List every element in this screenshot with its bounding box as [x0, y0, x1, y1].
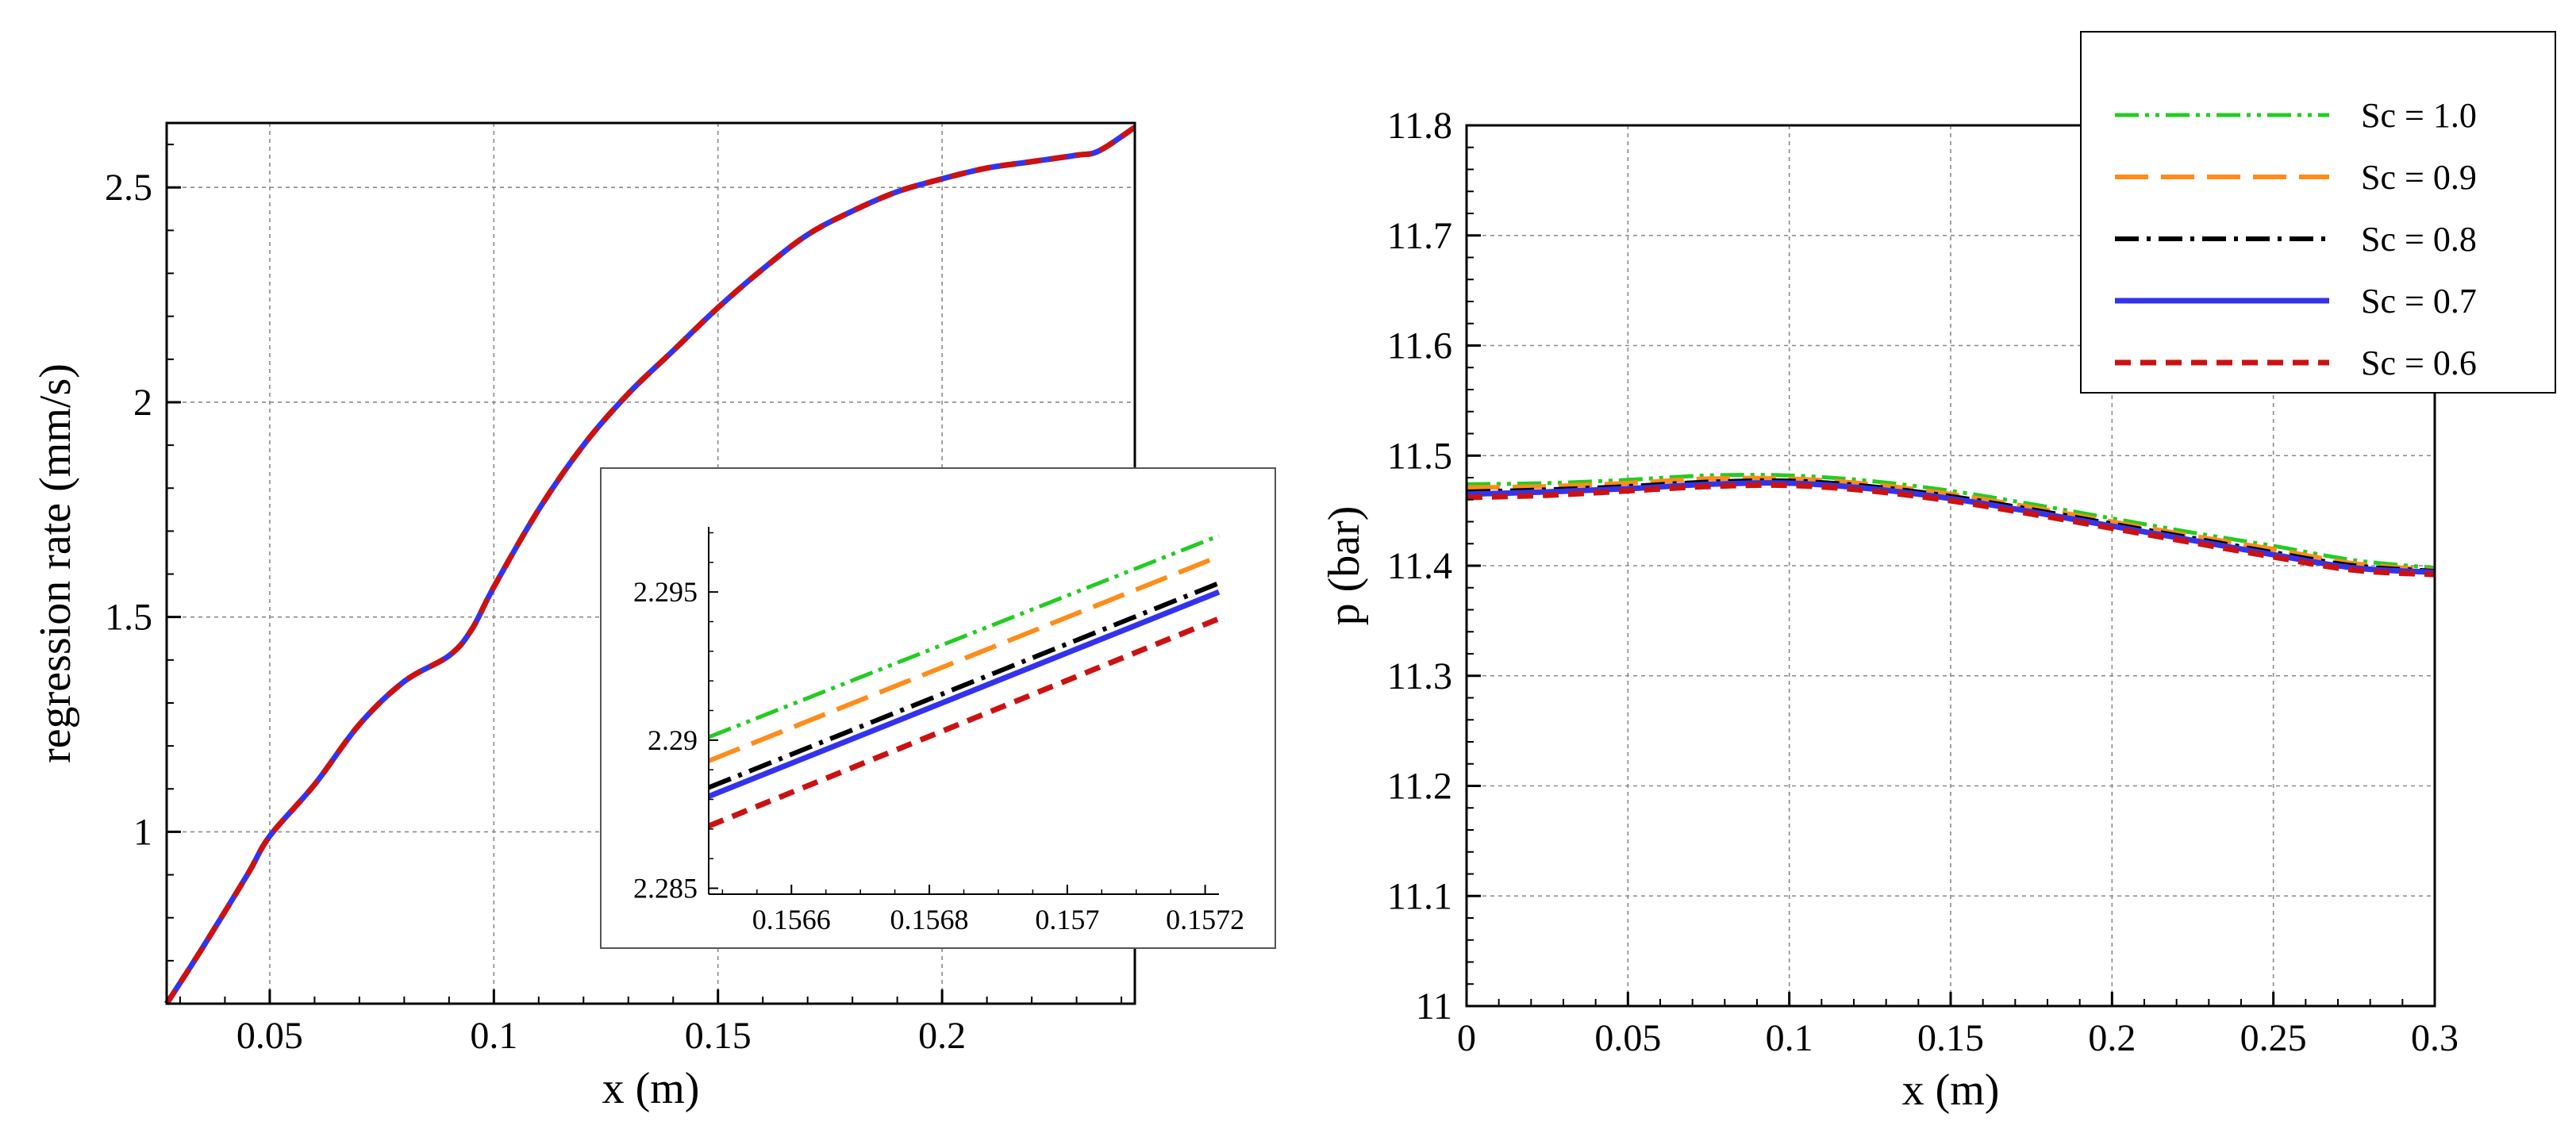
- left-y-tick-label: 2.5: [105, 167, 152, 209]
- right-y-tick-label: 11.6: [1387, 325, 1452, 367]
- right-x-axis-label: x (m): [1902, 1066, 2000, 1115]
- right-y-axis-label: p (bar): [1320, 506, 1369, 626]
- legend-entries: Sc = 1.0 Sc = 0.9 Sc = 0.8 Sc = 0.7 Sc = 0.6: [2115, 96, 2477, 382]
- legend-label-4: Sc = 0.7: [2361, 282, 2477, 321]
- left-y-tick-label: 1.5: [105, 597, 152, 639]
- right-y-tick-label: 11.8: [1387, 105, 1452, 147]
- right-x-tick-label: 0.3: [2411, 1017, 2459, 1059]
- legend-label-5: Sc = 0.6: [2361, 344, 2477, 382]
- right-x-tick-label: 0.1: [1766, 1017, 1813, 1059]
- inset-y-tick-label: 2.285: [633, 873, 698, 904]
- inset-x-tick-label: 0.1568: [890, 904, 969, 935]
- legend-label-3: Sc = 0.8: [2361, 220, 2477, 259]
- right-y-tick-label: 11.1: [1387, 875, 1452, 917]
- inset-y-tick-label: 2.295: [633, 576, 698, 608]
- right-y-tick-label: 11.4: [1387, 545, 1452, 587]
- inset-series-line-4: [707, 589, 1221, 800]
- left-x-tick-label: 0.1: [470, 1015, 517, 1057]
- pressure-chart: 0 0.05 0.1 0.15 0.2 0.25 0.3 11 11.1 11.2 11.3 11.4…: [1320, 31, 2556, 1115]
- left-series-line-4: [164, 125, 1136, 1005]
- right-y-tick-label: 11.3: [1387, 655, 1452, 697]
- inset-series: [707, 533, 1221, 829]
- inset-series-line-3: [707, 581, 1221, 790]
- right-ticks: 0 0.05 0.1 0.15 0.2 0.25 0.3 11 11.1 11.2 11.3 11.4…: [1387, 105, 2459, 1059]
- right-y-tick-label: 11.5: [1387, 435, 1452, 477]
- left-y-tick-label: 1: [133, 811, 152, 853]
- right-x-tick-label: 0.05: [1594, 1017, 1661, 1059]
- inset-panel: 0.1566 0.1568 0.157 0.1572 2.285 2.29 2.295: [600, 467, 1276, 949]
- inset-y-tick-label: 2.29: [648, 724, 698, 756]
- right-x-tick-label: 0.15: [1917, 1017, 1984, 1059]
- inset-axes: 0.1566 0.1568 0.157 0.1572 2.285 2.29 2.295: [633, 527, 1244, 935]
- inset-x-tick-label: 0.157: [1035, 904, 1099, 935]
- inset-x-tick-label: 0.1566: [752, 904, 831, 935]
- legend: Sc = 1.0 Sc = 0.9 Sc = 0.8 Sc = 0.7 Sc = 0.6: [2080, 31, 2556, 394]
- left-series: [164, 125, 1136, 1005]
- right-series-line-1: [1466, 472, 2436, 570]
- right-x-tick-label: 0.25: [2240, 1017, 2307, 1059]
- legend-box: [2080, 31, 2556, 394]
- inset-series-line-5: [707, 616, 1221, 829]
- left-ticks: 0.05 0.1 0.15 0.2 1 1.5 2 2.5: [105, 144, 1123, 1057]
- left-y-tick-label: 2: [133, 382, 152, 424]
- right-x-tick-label: 0: [1457, 1017, 1476, 1059]
- legend-label-2: Sc = 0.9: [2361, 158, 2477, 197]
- left-x-axis-label: x (m): [602, 1064, 700, 1113]
- inset-frame: [600, 467, 1276, 949]
- left-x-tick-label: 0.05: [236, 1015, 303, 1057]
- left-x-tick-label: 0.2: [918, 1015, 966, 1057]
- right-y-tick-label: 11.2: [1387, 766, 1452, 808]
- right-y-tick-label: 11: [1416, 985, 1452, 1027]
- left-y-axis-label: regression rate (mm/s): [31, 363, 80, 763]
- right-series-line-5: [1466, 482, 2436, 578]
- right-series: [1466, 472, 2436, 578]
- legend-label-1: Sc = 1.0: [2361, 96, 2477, 135]
- inset-x-tick-label: 0.1572: [1166, 904, 1244, 935]
- left-x-tick-label: 0.15: [685, 1015, 752, 1057]
- right-y-tick-label: 11.7: [1387, 215, 1452, 257]
- inset-series-line-1: [708, 533, 1220, 739]
- right-x-tick-label: 0.2: [2088, 1017, 2136, 1059]
- regression-rate-chart: 0.05 0.1 0.15 0.2 1 1.5 2 2.5 x (m) regression …: [31, 121, 1276, 1113]
